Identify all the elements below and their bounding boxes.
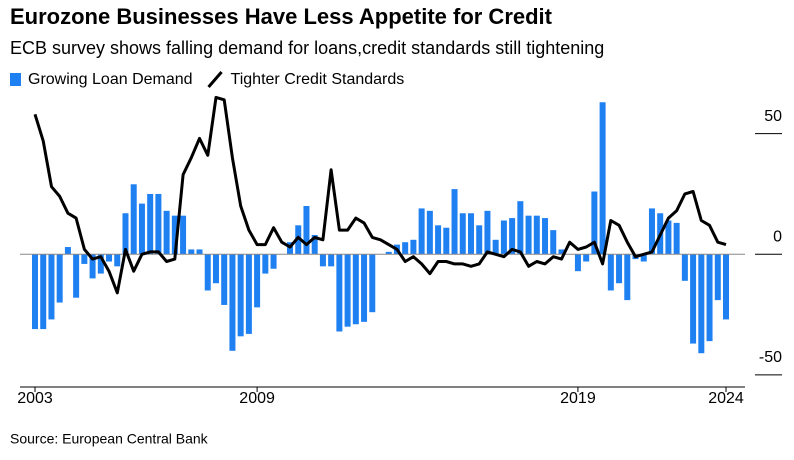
bar — [212, 254, 219, 284]
bar — [254, 254, 261, 308]
legend: Growing Loan Demand Tighter Credit Standa… — [10, 71, 404, 88]
bar — [500, 220, 507, 255]
legend-swatch — [207, 71, 223, 88]
bar — [714, 254, 721, 301]
bar — [245, 254, 252, 334]
bar — [517, 201, 524, 255]
bar — [163, 210, 170, 255]
bar — [648, 208, 655, 255]
bar — [681, 254, 688, 281]
bar — [171, 215, 178, 255]
bar — [706, 254, 713, 342]
bar — [385, 251, 392, 255]
bar — [40, 254, 47, 330]
bar — [402, 242, 409, 255]
bar — [591, 191, 598, 255]
bar — [558, 249, 565, 255]
legend-swatch — [10, 73, 21, 86]
bar — [673, 222, 680, 255]
bar — [303, 206, 310, 255]
bar — [476, 225, 483, 255]
bar — [221, 254, 228, 305]
bar — [147, 193, 154, 255]
bar — [196, 249, 203, 255]
bar — [138, 203, 145, 255]
x-tick-label: 2024 — [708, 390, 744, 407]
bar — [451, 189, 458, 255]
legend-label: Tighter Credit Standards — [231, 71, 405, 88]
chart-title: Eurozone Businesses Have Less Appetite f… — [10, 4, 553, 29]
bar — [484, 210, 491, 255]
bar — [56, 254, 63, 303]
bar — [426, 210, 433, 255]
bar — [624, 254, 631, 301]
bar — [361, 254, 368, 322]
bar — [270, 254, 277, 269]
bar — [418, 208, 425, 255]
bar — [114, 254, 121, 267]
bar — [665, 220, 672, 255]
bar — [336, 254, 343, 332]
bar — [319, 254, 326, 267]
bar — [64, 247, 71, 255]
bar — [435, 225, 442, 255]
bar — [492, 239, 499, 255]
bar — [204, 254, 211, 291]
bar — [550, 230, 557, 255]
source: Source: European Central Bank — [10, 431, 209, 447]
bar — [328, 254, 335, 267]
y-tick-label: 50 — [764, 108, 782, 125]
y-tick-label: -50 — [759, 349, 782, 366]
bar — [698, 254, 705, 354]
bar — [229, 254, 236, 351]
chart-subtitle: ECB survey shows falling demand for loan… — [10, 38, 604, 58]
bar — [262, 254, 269, 274]
bar — [607, 254, 614, 291]
x-tick-label: 2003 — [17, 390, 53, 407]
bar — [237, 254, 244, 337]
bar — [599, 102, 606, 255]
bar — [459, 213, 466, 255]
bar — [73, 254, 80, 298]
bar — [32, 254, 38, 330]
bar — [188, 249, 195, 255]
x-tick-label: 2009 — [239, 390, 275, 407]
bar — [509, 218, 516, 255]
bar — [574, 254, 581, 272]
bar — [443, 227, 450, 255]
bar — [344, 254, 351, 327]
bar — [352, 254, 359, 325]
line — [33, 95, 727, 295]
bar — [155, 193, 162, 255]
bar — [130, 184, 137, 255]
bar — [180, 215, 187, 255]
bar — [97, 254, 104, 274]
y-tick-label: 0 — [773, 228, 782, 245]
bar — [467, 213, 474, 255]
bar — [410, 239, 417, 255]
bar — [89, 254, 96, 279]
bar — [533, 215, 540, 255]
bar — [122, 213, 129, 255]
bar — [525, 215, 532, 255]
bar — [295, 225, 302, 255]
legend-label: Growing Loan Demand — [28, 71, 193, 88]
bar — [311, 234, 318, 255]
bar — [690, 254, 697, 344]
bar — [583, 254, 590, 262]
bar — [542, 218, 549, 255]
bar — [106, 254, 113, 262]
bar — [723, 254, 729, 320]
bar — [81, 254, 88, 264]
bar — [369, 254, 376, 313]
bar — [640, 254, 647, 262]
bar — [48, 254, 55, 320]
x-tick-label: 2019 — [560, 390, 596, 407]
bar — [616, 254, 623, 284]
